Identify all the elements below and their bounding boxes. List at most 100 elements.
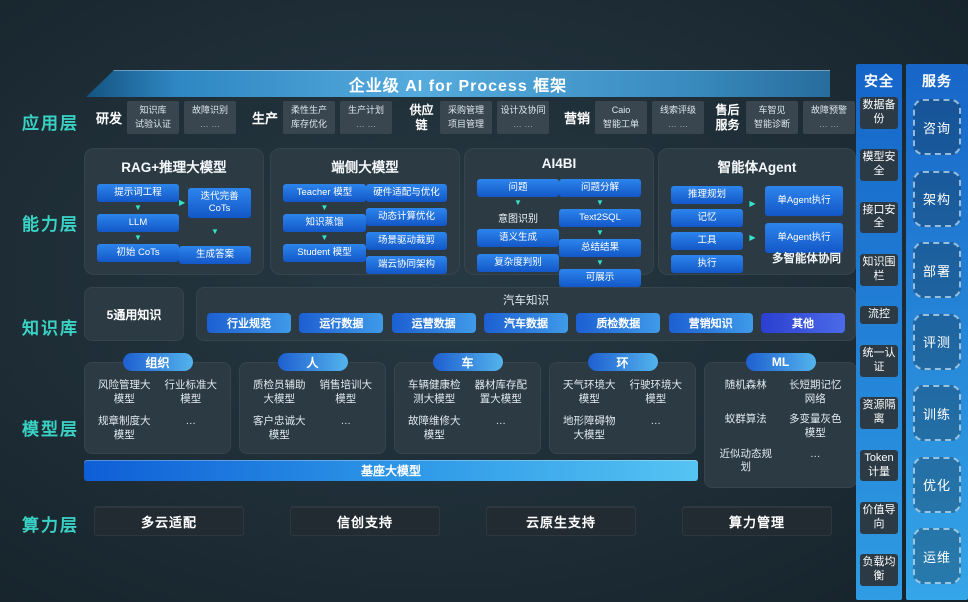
flow-node: Teacher 模型	[283, 184, 366, 202]
arrow-down-icon: ▼	[596, 257, 604, 267]
app-group-name: 营销	[564, 111, 591, 126]
security-item: 接口安全	[860, 201, 898, 234]
security-item: 资源隔离	[860, 397, 898, 429]
flow-node: 可展示	[559, 268, 641, 287]
capability-box-edge: 端侧大模型 Teacher 模型 ▼ 知识蒸馏 ▼ Student 模型 硬件适…	[270, 148, 460, 275]
flow-node: Student 模型	[283, 243, 366, 262]
app-group-rd: 研发 知识库 试验认证 故障识别 … …	[96, 101, 237, 134]
flow-node: LLM	[97, 213, 179, 232]
knowledge-pill: 汽车数据	[483, 313, 568, 333]
list-node: 硬件适配与优化	[365, 184, 447, 202]
app-item: 采购管理 项目管理	[440, 101, 492, 134]
knowledge-pill: 运营数据	[391, 313, 476, 333]
app-group-supplychain: 供应链 采购管理 项目管理 设计及协同 … …	[408, 101, 549, 134]
box-title: 端侧大模型	[331, 160, 399, 175]
service-item: 咨询	[913, 99, 961, 155]
model-group-pill: 环	[587, 353, 658, 371]
model-group-pill: 人	[277, 353, 348, 371]
title-banner: 企业级 AI for Process 框架	[86, 70, 830, 97]
page-title: 企业级 AI for Process 框架	[348, 77, 568, 95]
flow-node: 总结结果	[559, 238, 641, 257]
arrow-down-icon: ▼	[514, 197, 522, 207]
knowledge-pill: 行业规范	[207, 313, 291, 333]
compute-item-management: 算力管理	[682, 506, 832, 536]
compute-item-multicloud: 多云适配	[94, 506, 244, 536]
list-node: 动态计算优化	[365, 207, 447, 226]
box-title: AI4BI	[541, 156, 577, 171]
model-group-ml: ML 随机森林 长短期记忆网络 蚁群算法 多变量灰色模型 近似动态规划 …	[704, 353, 857, 488]
flow-node: 复杂度判别	[477, 253, 559, 272]
arrow-down-icon: ▼	[320, 232, 329, 242]
arrow-right-icon: ▶	[749, 198, 756, 208]
security-item: 负载均衡	[860, 554, 898, 586]
service-item: 优化	[913, 456, 961, 513]
layer-label-app: 应用层	[22, 114, 79, 133]
model-group-pill: 车	[432, 353, 503, 371]
arrow-down-icon: ▼	[134, 202, 142, 212]
flow-node: Text2SQL	[559, 208, 641, 227]
layer-label-capability: 能力层	[22, 215, 79, 234]
app-item: 知识库 试验认证	[127, 101, 180, 134]
auto-knowledge-box: 汽车知识 行业规范 运行数据 运营数据 汽车数据 质检数据 营销知识 其他	[196, 287, 856, 341]
box-title: 智能体Agent	[717, 160, 797, 175]
flow-label: 意图识别	[498, 213, 538, 225]
layer-label-knowledge: 知识库	[22, 319, 79, 338]
agent-exec: 单Agent执行	[765, 223, 843, 253]
security-item: 数据备份	[860, 97, 898, 129]
app-item: 车智见 智能诊断	[746, 101, 798, 134]
knowledge-pill: 运行数据	[299, 313, 384, 333]
services-title: 服务	[922, 73, 952, 89]
agent-part: 执行	[671, 254, 743, 273]
knowledge-pill: 营销知识	[668, 313, 753, 333]
flow-node: 生成答案	[179, 245, 251, 264]
flow-node: 知识蒸馏	[283, 213, 366, 232]
arrow-down-icon: ▼	[211, 226, 219, 236]
app-item: 线索评级 … …	[652, 101, 705, 134]
flow-node: 迭代完善 CoTs	[188, 188, 251, 218]
app-group-marketing: 营销 Caio 智能工单 线索评级 … …	[564, 101, 705, 134]
foundation-model-banner: 基座大模型	[84, 460, 698, 481]
multi-agent-caption: 多智能体协同	[772, 253, 841, 265]
capability-box-ai4bi: AI4BI 问题 ▼ 意图识别 语义生成 复杂度判别 问题分解 ▼ Text2S…	[464, 148, 654, 287]
knowledge-pill: 其他	[760, 313, 845, 333]
compute-item-cloudnative: 云原生支持	[486, 506, 636, 536]
auto-knowledge-title: 汽车知识	[503, 295, 549, 307]
app-item: 柔性生产 库存优化	[283, 101, 336, 134]
agent-part: 工具	[671, 231, 743, 250]
model-group-people: 人 质检员辅助大模型 销售培训大模型 客户忠诚大模型 …	[239, 353, 386, 454]
app-group-name: 研发	[96, 111, 123, 126]
model-group-pill: 组织	[122, 353, 193, 371]
flow-node: 提示词工程	[97, 184, 179, 202]
security-column: 安全 数据备份 模型安全 接口安全 知识围栏 流控 统一认证 资源隔离 Toke…	[856, 64, 902, 600]
arrow-right-icon: ▶	[179, 198, 186, 208]
agent-exec: 单Agent执行	[765, 186, 843, 216]
security-item: 模型安全	[860, 149, 898, 181]
app-group-name: 售后服务	[715, 103, 740, 132]
app-item: 生产计划 … …	[340, 101, 393, 134]
arrow-right-icon: ▶	[749, 232, 756, 242]
arrow-down-icon: ▼	[596, 197, 604, 207]
model-group-environment: 环 天气环境大模型 行驶环境大模型 地形障碍物大模型 …	[549, 353, 696, 454]
capability-box-rag: RAG+推理大模型 提示词工程 ▼ LLM ▼ 初始 CoTs ▶ 迭代完善 C…	[84, 148, 264, 275]
app-group-production: 生产 柔性生产 库存优化 生产计划 … …	[252, 101, 393, 134]
arrow-down-icon: ▼	[320, 202, 329, 212]
flow-node: 问题	[477, 179, 559, 197]
list-node: 端云协同架构	[365, 255, 447, 274]
list-node: 场景驱动裁剪	[365, 231, 447, 250]
flow-node: 初始 CoTs	[97, 243, 179, 262]
flow-node: 问题分解	[559, 179, 641, 197]
service-item: 训练	[913, 385, 961, 441]
security-item: 统一认证	[860, 345, 898, 377]
app-item: 故障识别 … …	[184, 101, 237, 134]
app-group-name: 生产	[252, 111, 279, 126]
security-item: 知识围栏	[860, 254, 898, 286]
capability-box-agent: 智能体Agent 推理规划 记忆 工具 执行 ▶ ▶ 单Agent执行 单Age…	[658, 148, 856, 275]
general-knowledge-box: 5通用知识	[84, 287, 184, 341]
flow-node: 语义生成	[477, 228, 559, 247]
knowledge-pill: 质检数据	[576, 313, 661, 333]
security-item: Token计量	[860, 449, 898, 482]
service-item: 运维	[913, 528, 961, 584]
service-item: 部署	[913, 242, 961, 298]
app-item: 设计及协同 … …	[497, 101, 549, 134]
